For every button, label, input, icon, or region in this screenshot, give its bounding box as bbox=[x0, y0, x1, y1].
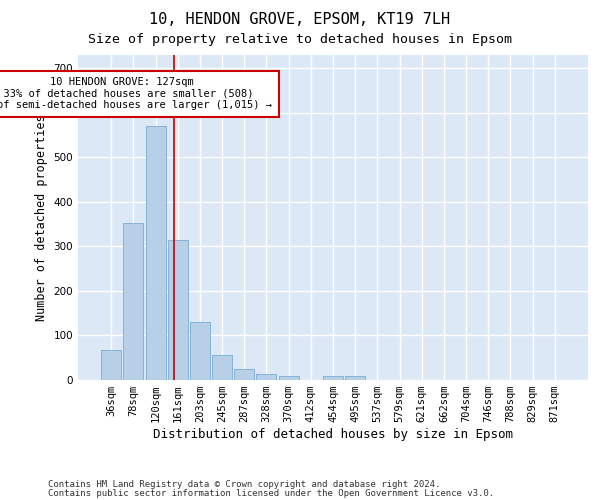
X-axis label: Distribution of detached houses by size in Epsom: Distribution of detached houses by size … bbox=[153, 428, 513, 441]
Text: 10, HENDON GROVE, EPSOM, KT19 7LH: 10, HENDON GROVE, EPSOM, KT19 7LH bbox=[149, 12, 451, 28]
Bar bbox=[323, 376, 343, 380]
Bar bbox=[190, 322, 210, 380]
Bar bbox=[278, 376, 299, 380]
Bar bbox=[101, 350, 121, 380]
Text: 10 HENDON GROVE: 127sqm
← 33% of detached houses are smaller (508)
66% of semi-d: 10 HENDON GROVE: 127sqm ← 33% of detache… bbox=[0, 78, 272, 110]
Bar bbox=[256, 374, 277, 380]
Text: Contains HM Land Registry data © Crown copyright and database right 2024.: Contains HM Land Registry data © Crown c… bbox=[48, 480, 440, 489]
Text: Size of property relative to detached houses in Epsom: Size of property relative to detached ho… bbox=[88, 32, 512, 46]
Text: Contains public sector information licensed under the Open Government Licence v3: Contains public sector information licen… bbox=[48, 488, 494, 498]
Bar bbox=[124, 224, 143, 380]
Bar bbox=[212, 354, 232, 380]
Bar bbox=[146, 126, 166, 380]
Bar bbox=[234, 369, 254, 380]
Y-axis label: Number of detached properties: Number of detached properties bbox=[35, 114, 48, 321]
Bar bbox=[168, 240, 188, 380]
Bar bbox=[345, 376, 365, 380]
